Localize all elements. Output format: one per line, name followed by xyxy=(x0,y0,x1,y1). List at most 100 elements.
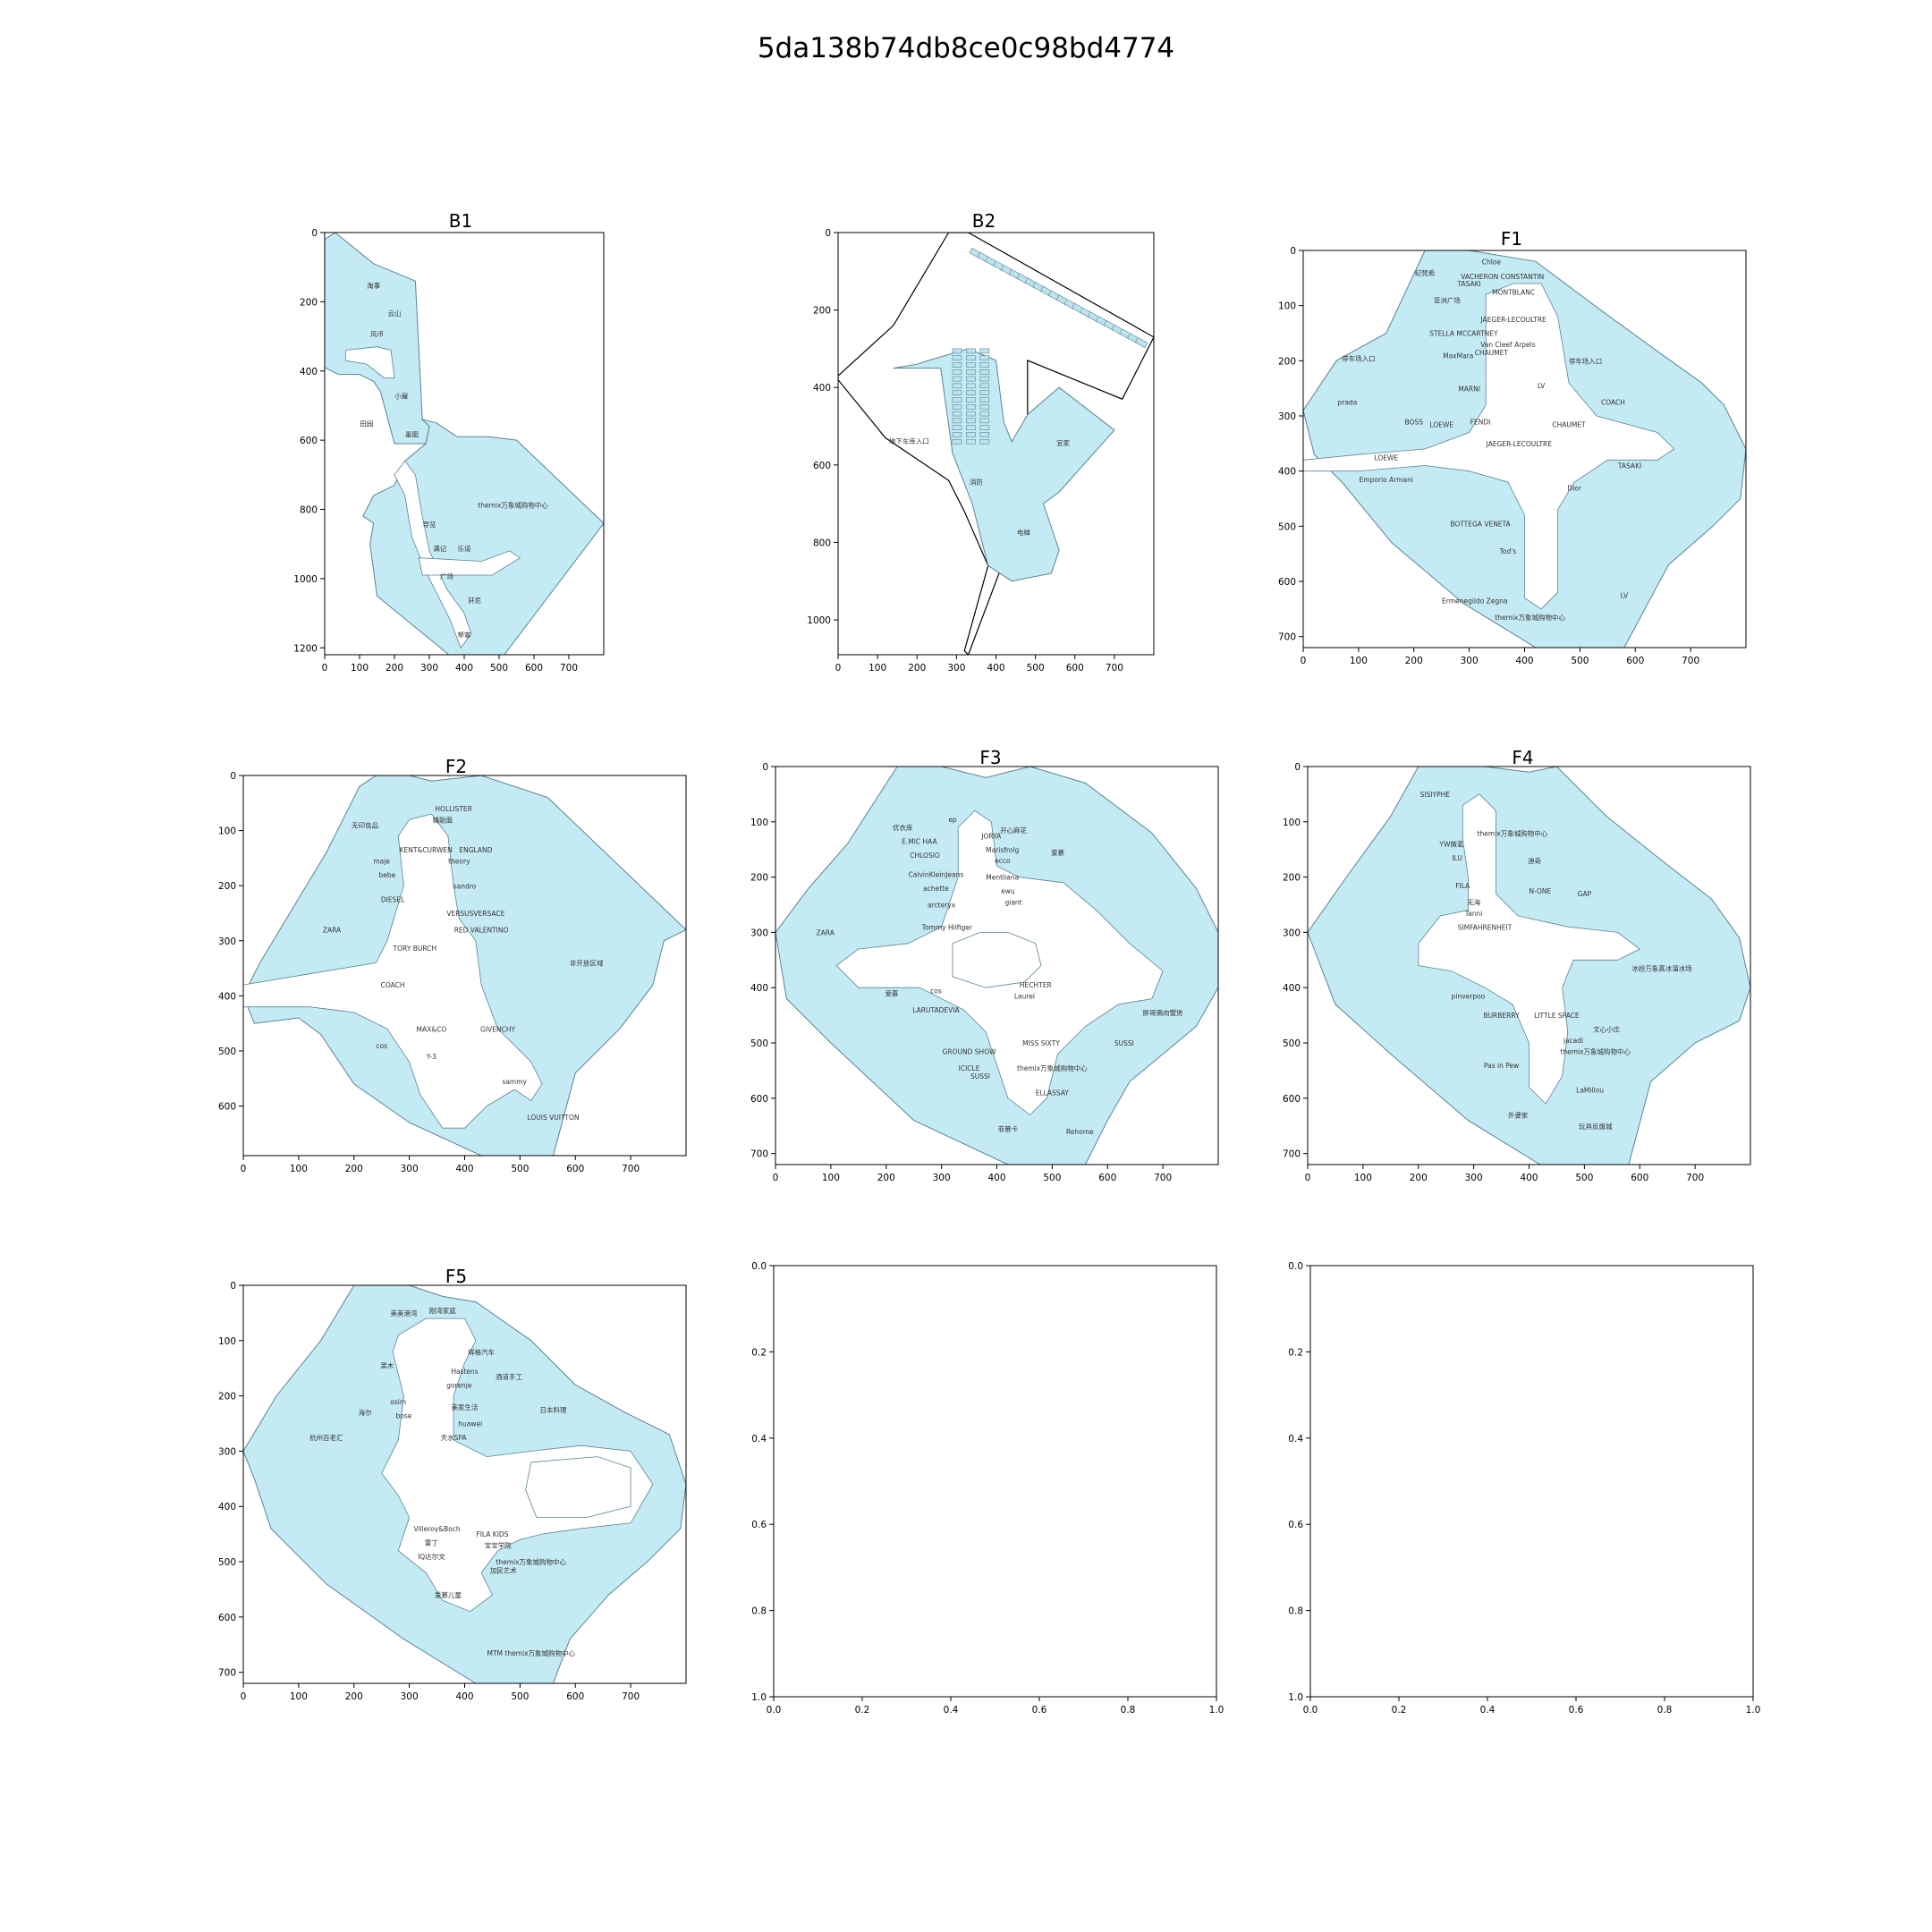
shop-label: BOSS xyxy=(1405,418,1424,426)
y-tick-label: 200 xyxy=(218,1392,236,1402)
y-tick-label: 0 xyxy=(825,228,831,239)
x-tick-label: 0.4 xyxy=(1480,1705,1496,1716)
x-tick-label: 700 xyxy=(1686,1173,1704,1183)
main-corridor xyxy=(381,1318,654,1613)
x-tick-label: 500 xyxy=(1575,1173,1593,1183)
shop-label: pinverpoo xyxy=(1452,993,1486,1001)
parking-space xyxy=(952,376,962,382)
y-tick-label: 500 xyxy=(750,1038,768,1049)
shop-label: 小屋 xyxy=(394,393,408,401)
shop-label: DIESEL xyxy=(381,896,405,904)
shop-label: ep xyxy=(948,816,957,824)
y-tick-label: 300 xyxy=(1278,411,1296,422)
x-tick-label: 200 xyxy=(877,1173,895,1183)
y-tick-label: 400 xyxy=(300,367,318,377)
shop-label: MONTBLANC xyxy=(1492,288,1535,296)
shop-label: MARNI xyxy=(1458,385,1480,393)
parking-space xyxy=(966,403,976,410)
panel-title: F1 xyxy=(1500,228,1523,250)
shop-label: arcteryx xyxy=(928,902,956,910)
parking-space xyxy=(979,383,990,389)
floor-plan-f2: F2 HOLLISTER 无印良品 辅助面 KENT&CURWEN ENGLAND maje… xyxy=(218,756,689,1176)
x-tick-label: 500 xyxy=(1043,1173,1061,1183)
shop-label: 黑木 xyxy=(380,1361,394,1370)
shop-label: 爱慕 xyxy=(885,988,898,997)
x-tick-label: 0 xyxy=(241,1164,247,1174)
y-tick-label: 0 xyxy=(1290,246,1296,257)
shop-label: E.MIC HAA xyxy=(902,838,937,846)
x-tick-label: 500 xyxy=(490,663,508,674)
shop-label: BOTTEGA VENETA xyxy=(1450,520,1511,528)
y-tick-label: 200 xyxy=(300,297,318,308)
panel-plot: 0.0 0.2 0.4 0.6 0.8 1.00.00.20.40.60.81.0 xyxy=(751,1261,1224,1716)
empty-axes: 0.0 0.2 0.4 0.6 0.8 1.0 0.0 0.2 0.4 0.6 0.8 1.0 xyxy=(742,1261,1225,1716)
x-tick-label: 400 xyxy=(455,663,473,674)
parking-space xyxy=(952,362,962,368)
y-tick-label: 200 xyxy=(813,306,831,317)
shop-label: 天水SPA xyxy=(441,1433,468,1442)
main-corridor xyxy=(1418,793,1641,1105)
x-tick-label: 600 xyxy=(1098,1173,1116,1183)
shop-label: LARUTADEVIA xyxy=(912,1006,960,1014)
x-tick-label: 1.0 xyxy=(1746,1705,1761,1716)
shop-label: SUSSI xyxy=(970,1072,990,1080)
floor-plan-b2: B2 宜家 地下车库入口 消防 电梯 0 100 200 300 400 500 600 700 0 200… xyxy=(807,210,1158,675)
shop-label: theory xyxy=(448,858,470,866)
y-tick-label: 400 xyxy=(218,991,236,1002)
y-tick-label: 1000 xyxy=(807,615,831,626)
shop-label: sammy xyxy=(502,1078,527,1086)
x-tick-label: 700 xyxy=(622,1691,640,1702)
shop-label: JAEGER-LECOULTRE xyxy=(1479,316,1546,324)
x-tick-label: 200 xyxy=(345,1164,363,1174)
shop-label: gorenje xyxy=(446,1381,472,1389)
x-tick-label: 500 xyxy=(511,1691,529,1702)
x-tick-label: 0.8 xyxy=(1657,1705,1673,1716)
x-tick-label: 400 xyxy=(987,1173,1005,1183)
x-tick-label: 300 xyxy=(420,663,438,674)
x-tick-label: 100 xyxy=(1350,656,1368,666)
parking-space xyxy=(952,438,962,445)
shop-label: 海尔 xyxy=(359,1408,372,1417)
parking-space xyxy=(966,376,976,382)
y-tick-label: 100 xyxy=(1283,818,1301,828)
shop-label: 广场 xyxy=(440,572,453,580)
shop-label: 酒道手工 xyxy=(496,1372,522,1381)
x-tick-label: 300 xyxy=(401,1164,419,1174)
shop-label: FILA xyxy=(1455,882,1470,890)
y-tick-label: 0 xyxy=(230,771,236,782)
corridor xyxy=(418,550,521,576)
shop-label: 消防 xyxy=(970,477,984,486)
panel-title: B2 xyxy=(971,210,996,232)
x-tick-label: 0.0 xyxy=(767,1705,782,1716)
parking-space xyxy=(979,362,990,368)
shop-label: TASAKI xyxy=(1617,462,1641,470)
shop-label: COACH xyxy=(381,981,405,989)
shop-label: Laurel xyxy=(1014,993,1035,1001)
parking-space xyxy=(966,355,976,361)
x-tick-label: 0.6 xyxy=(1032,1705,1047,1716)
parking-space xyxy=(952,432,962,437)
shop-label: MTM themix万象城购物中心 xyxy=(487,1648,575,1657)
shop-label: 非开放区域 xyxy=(570,959,604,968)
parking-space xyxy=(952,383,962,389)
shop-label: 地下车库入口 xyxy=(889,436,929,445)
shop-label: themix万象城购物中心 xyxy=(1017,1063,1088,1072)
shop-label: Ermenegildo Zegna xyxy=(1442,597,1508,606)
y-tick-label: 200 xyxy=(218,881,236,892)
floor-plan-f4: F4 SISIYPHE themix万象城购物中心 YW微茗 ILU 迪奇 FILA N-ON… xyxy=(1283,747,1758,1183)
x-tick-label: 600 xyxy=(566,1691,584,1702)
parking-space xyxy=(979,438,990,445)
shop-label: GIVENCHY xyxy=(480,1025,515,1033)
shop-label: 爱慕儿童 xyxy=(435,1590,462,1599)
x-tick-label: 300 xyxy=(401,1691,419,1702)
parking-space xyxy=(979,425,990,430)
x-tick-label: 100 xyxy=(822,1173,840,1183)
y-tick-label: 500 xyxy=(218,1557,236,1568)
x-tick-label: 200 xyxy=(345,1691,363,1702)
shop-label: 满记 xyxy=(433,544,446,553)
shop-label: huawei xyxy=(458,1420,482,1428)
shop-label: ewu xyxy=(1001,887,1015,895)
panel-plot: SISIYPHE themix万象城购物中心 YW微茗 ILU 迪奇 FILA N-ONE G… xyxy=(1283,762,1751,1183)
parking-space xyxy=(966,348,976,354)
